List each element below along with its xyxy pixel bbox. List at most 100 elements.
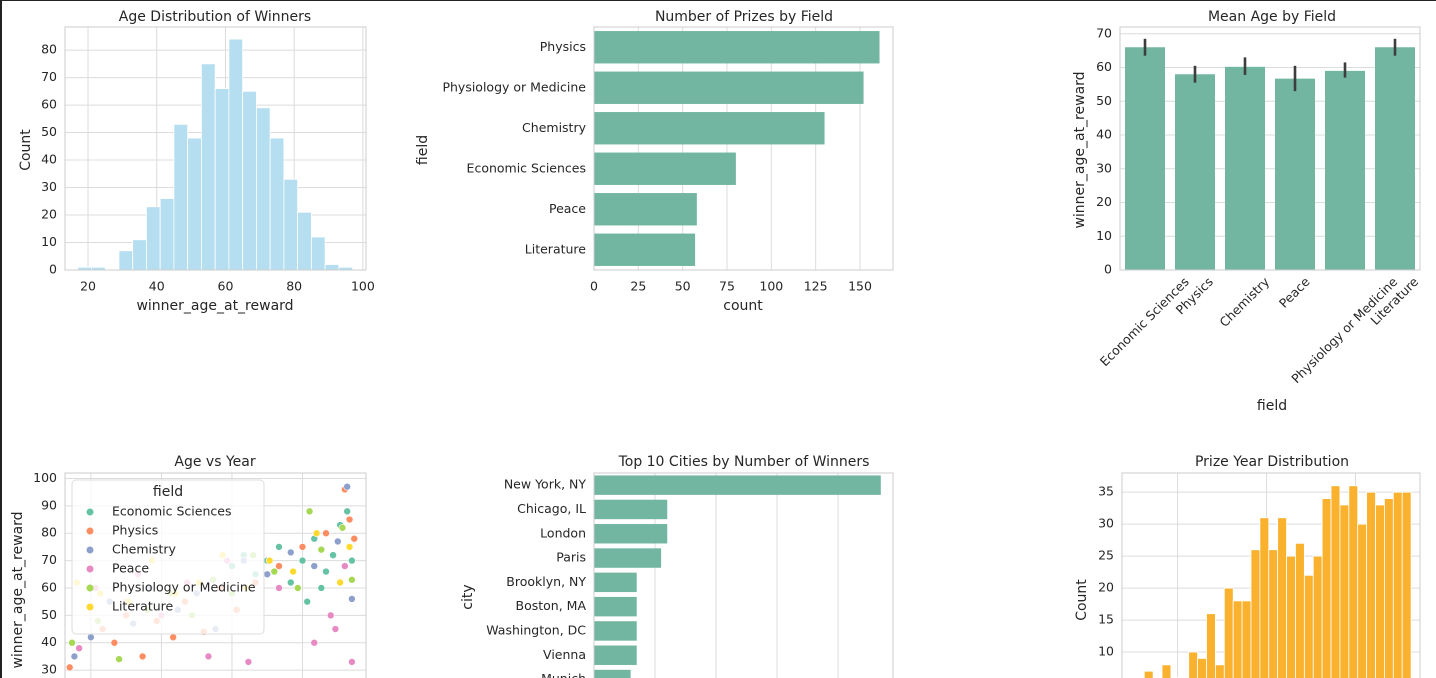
y-tick-label: 50: [1096, 93, 1112, 108]
legend-marker: [86, 527, 94, 535]
legend-label: Physiology or Medicine: [112, 580, 256, 595]
chart-title: Prize Year Distribution: [1195, 454, 1349, 470]
histogram-bar: [297, 211, 312, 271]
scatter-point: [263, 570, 272, 579]
scatter-point: [75, 644, 83, 653]
histogram-bar: [1188, 651, 1199, 678]
scatter-point: [343, 482, 351, 491]
bar: [594, 71, 864, 104]
axes-frame: [1119, 26, 1421, 271]
bar: [594, 524, 668, 544]
scatter-point: [333, 537, 342, 546]
bar: [594, 233, 696, 266]
scatter-point: [317, 584, 326, 592]
scatter-point: [310, 562, 319, 570]
bar: [594, 193, 697, 226]
y-tick-label: 80: [41, 525, 57, 540]
histogram-bar: [1215, 664, 1225, 678]
scatter-point: [270, 567, 279, 576]
y-tick-label: Paris: [556, 550, 586, 565]
histogram-bar: [1161, 664, 1172, 678]
histogram-bar: [1143, 670, 1154, 678]
legend-marker: [86, 603, 94, 611]
histogram-bar: [255, 107, 271, 271]
legend-label: Economic Sciences: [112, 504, 231, 519]
y-tick-label: 20: [41, 207, 57, 222]
y-tick-label: Munich: [541, 671, 586, 678]
y-axis-label: city: [460, 584, 476, 609]
histogram-bar: [132, 239, 147, 271]
y-tick-label: London: [540, 525, 586, 540]
histogram-bar: [1277, 517, 1287, 678]
histogram-bar: [159, 198, 175, 271]
histogram-bar: [1295, 542, 1305, 678]
histogram-bar: [1197, 658, 1207, 678]
y-tick-label: 70: [41, 552, 57, 567]
histogram-bar: [1206, 613, 1216, 678]
histogram-bar: [1392, 491, 1403, 678]
scatter-point: [348, 595, 356, 603]
histogram-bar: [1330, 485, 1341, 678]
x-tick-label: Peace: [1276, 274, 1313, 311]
histogram-bar: [1348, 485, 1359, 678]
y-tick-label: 40: [1096, 127, 1112, 142]
histogram-bar: [1312, 555, 1323, 678]
bar: [1225, 66, 1265, 270]
legend-box: [71, 479, 265, 635]
scatter-point: [338, 523, 347, 532]
axes-frame: [593, 26, 894, 271]
scatter-point: [341, 562, 349, 570]
histogram-bar: [1268, 549, 1279, 678]
scatter-point: [326, 611, 335, 620]
y-tick-label: Washington, DC: [486, 622, 586, 637]
y-tick-label: Physiology or Medicine: [442, 79, 586, 94]
y-tick-label: 10: [1098, 644, 1114, 659]
bar: [594, 152, 736, 185]
scatter-point: [110, 638, 119, 647]
histogram-bar: [201, 63, 216, 271]
x-axis-label: winner_age_at_reward: [136, 298, 293, 314]
x-tick-label: 60: [218, 279, 234, 294]
histogram-bar: [1375, 504, 1385, 678]
legend-label: Chemistry: [112, 542, 177, 557]
histogram-bar: [1286, 555, 1296, 678]
y-axis-label: Count: [18, 129, 34, 171]
bar: [594, 475, 881, 495]
y-tick-label: 40: [41, 152, 57, 167]
x-tick-label: 75: [719, 279, 735, 294]
legend-marker: [86, 565, 94, 573]
histogram-bar: [214, 88, 230, 271]
y-tick-label: Peace: [549, 201, 586, 216]
scatter-point: [331, 625, 340, 633]
chart-title: Number of Prizes by Field: [655, 9, 833, 25]
y-tick-label: 50: [41, 124, 57, 139]
histogram-bar: [1339, 504, 1350, 678]
y-tick-label: 70: [41, 69, 57, 84]
y-tick-label: 100: [33, 470, 57, 485]
y-tick-label: 15: [1098, 612, 1114, 627]
x-tick-label: 25: [630, 279, 646, 294]
y-axis-label: winner_age_at_reward: [1072, 71, 1088, 228]
x-axis-label: count: [723, 298, 763, 314]
scatter-point: [294, 584, 302, 592]
histogram-bar: [228, 38, 244, 271]
scatter-point: [115, 655, 123, 663]
chart-title: Mean Age by Field: [1208, 9, 1336, 25]
y-tick-label: 25: [1098, 548, 1114, 563]
scatter-point: [70, 652, 79, 661]
bar: [594, 499, 668, 520]
scatter-point: [305, 507, 314, 516]
scatter-point: [286, 578, 295, 587]
scatter-point: [286, 548, 295, 557]
x-tick-label: 100: [351, 279, 375, 294]
histogram-bar: [1303, 574, 1314, 678]
scatter-point: [68, 638, 76, 647]
axes-frame: [593, 472, 894, 678]
legend-title: field: [153, 484, 183, 500]
bar: [1275, 78, 1315, 270]
chart: Prize Year Distribution Count 10 15 20 25 30 35: [1074, 454, 1421, 678]
bar: [594, 669, 631, 678]
scatter-point: [289, 567, 297, 576]
scatter-point: [312, 529, 321, 538]
